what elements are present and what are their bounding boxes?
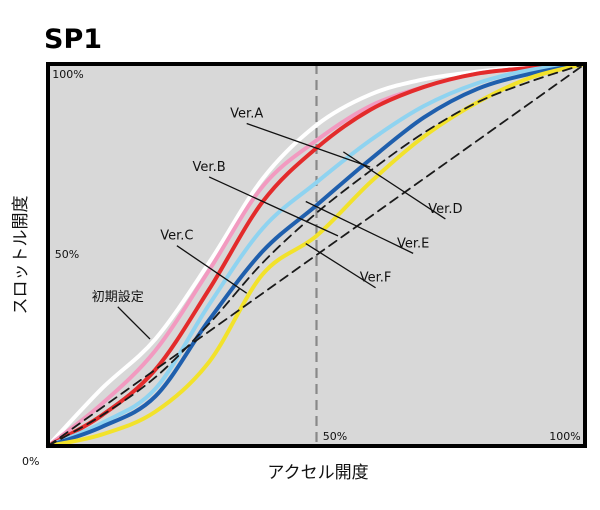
series-line-ver-b: [46, 62, 587, 448]
series-line-linear-7: [47, 63, 586, 447]
chart-title: SP1: [44, 24, 102, 55]
annotation-leader-5: [305, 200, 414, 254]
tick-y-mid: 50%: [55, 248, 79, 261]
annotation-leader-6: [305, 242, 376, 289]
x-axis-title: アクセル開度: [267, 463, 368, 483]
annotation-label-0: Ver.A: [230, 106, 263, 121]
annotation-label-2: Ver.C: [160, 229, 193, 244]
annotation-label-3: 初期設定: [92, 289, 144, 305]
annotation-leader-4: [342, 151, 446, 220]
tick-origin: 0%: [22, 455, 39, 468]
tick-x-max: 100%: [549, 430, 580, 443]
annotation-leader-2: [176, 245, 248, 294]
annotation-label-1: Ver.B: [193, 160, 226, 175]
annotation-leader-1: [208, 176, 339, 237]
annotation-leader-3: [117, 306, 151, 340]
series-line-ver-e: [46, 62, 587, 448]
annotation-label-4: Ver.D: [428, 202, 462, 217]
series-line-ver-c: [47, 63, 586, 447]
plot-frame: [46, 62, 587, 448]
annotation-leader-0: [246, 122, 371, 168]
tick-x-mid: 50%: [323, 430, 347, 443]
y-axis-title: スロットル開度: [11, 196, 31, 315]
tick-y-max: 100%: [52, 68, 83, 81]
series-line-ver-d: [46, 62, 587, 448]
annotation-label-6: Ver.F: [360, 271, 392, 286]
annotation-label-5: Ver.E: [397, 236, 429, 251]
plot-area: Ver.A Ver.B Ver.C 初期設定 Ver.D Ver.E Ver.F 0% 50% 1…: [22, 62, 587, 468]
